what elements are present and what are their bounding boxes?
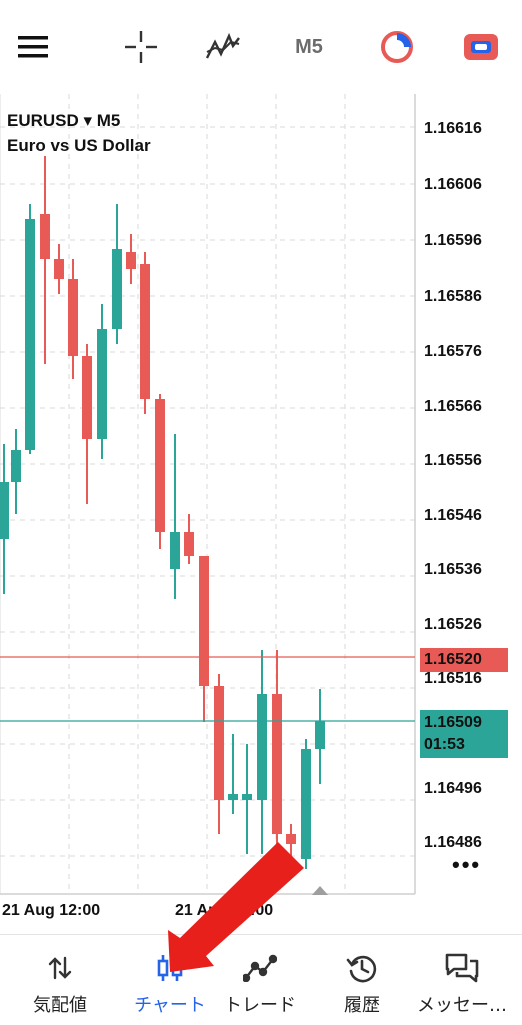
scroll-to-end-icon[interactable]: [312, 886, 328, 895]
menu-icon[interactable]: [10, 22, 56, 72]
nav-messages[interactable]: メッセー…: [402, 935, 522, 1025]
candle-body: [170, 532, 180, 569]
candle-body: [112, 249, 122, 329]
candle-body: [272, 694, 282, 834]
price-label: 1.16586: [424, 288, 482, 305]
chart-svg: [0, 94, 416, 895]
symbol-title[interactable]: EURUSD ▾ M5: [7, 111, 121, 130]
price-label: 1.16576: [424, 343, 482, 360]
chart-area[interactable]: [0, 94, 522, 934]
ask-price-tag: 1.16509 01:53: [420, 710, 508, 758]
candle-body: [140, 264, 150, 399]
price-label: 1.16516: [424, 670, 482, 687]
candle-body: [257, 694, 267, 800]
candle-body: [54, 259, 64, 279]
nav-label: チャート: [134, 995, 206, 1016]
top-toolbar: M5: [0, 0, 522, 94]
candle-body: [184, 532, 194, 556]
price-label: 1.16536: [424, 561, 482, 578]
candle-body: [315, 721, 325, 749]
candle-body: [82, 356, 92, 439]
candle-body: [25, 219, 35, 450]
symbol-description: Euro vs US Dollar: [7, 136, 151, 155]
chart-icon: [155, 951, 185, 985]
price-label: 1.16596: [424, 232, 482, 249]
candle-body: [97, 329, 107, 439]
bid-price: 1.16520: [424, 651, 482, 668]
candle-body: [199, 556, 209, 686]
crosshair-icon[interactable]: [118, 22, 164, 72]
candle-body: [286, 834, 296, 844]
trade-toggle-icon[interactable]: [458, 22, 504, 72]
price-label: 1.16566: [424, 398, 482, 415]
more-options-button[interactable]: •••: [452, 852, 482, 877]
bid-price-tag: 1.16520: [420, 648, 508, 672]
candle-body: [11, 450, 21, 482]
candle-body: [40, 214, 50, 259]
price-label: 1.16606: [424, 176, 482, 193]
price-label: 1.16486: [424, 834, 482, 851]
price-label: 1.16556: [424, 452, 482, 469]
price-label: 1.16496: [424, 780, 482, 797]
time-label: 21 Aug 12:00: [2, 902, 101, 919]
history-icon: [346, 951, 378, 985]
candle-body: [155, 399, 165, 532]
time-label: 21 Aug 13:00: [175, 902, 274, 919]
nav-quotes[interactable]: 気配値: [0, 935, 120, 1025]
messages-icon: [444, 951, 480, 985]
price-label: 1.16616: [424, 120, 482, 137]
candle-body: [301, 749, 311, 859]
trade-icon: [243, 951, 277, 985]
timeframe-label: M5: [295, 35, 323, 58]
bottom-nav: 気配値 チャート トレード 履歴: [0, 934, 522, 1025]
candle-body: [228, 794, 238, 800]
nav-label: メッセー…: [417, 995, 507, 1016]
candle-body: [242, 794, 252, 800]
indicators-icon[interactable]: [200, 22, 246, 72]
nav-label: 気配値: [33, 995, 87, 1016]
candle-countdown: 01:53: [424, 736, 465, 753]
candle-body: [0, 482, 9, 539]
timeframe-button[interactable]: M5: [286, 22, 332, 72]
quotes-icon: [46, 951, 74, 985]
price-label: 1.16546: [424, 507, 482, 524]
one-click-trading-icon[interactable]: [374, 22, 420, 72]
candle-body: [126, 252, 136, 269]
nav-history[interactable]: 履歴: [302, 935, 422, 1025]
candle-body: [68, 279, 78, 356]
ask-price: 1.16509: [424, 714, 482, 731]
nav-label: トレード: [224, 995, 296, 1016]
nav-label: 履歴: [344, 995, 380, 1016]
candle-body: [214, 686, 224, 800]
price-label: 1.16526: [424, 616, 482, 633]
